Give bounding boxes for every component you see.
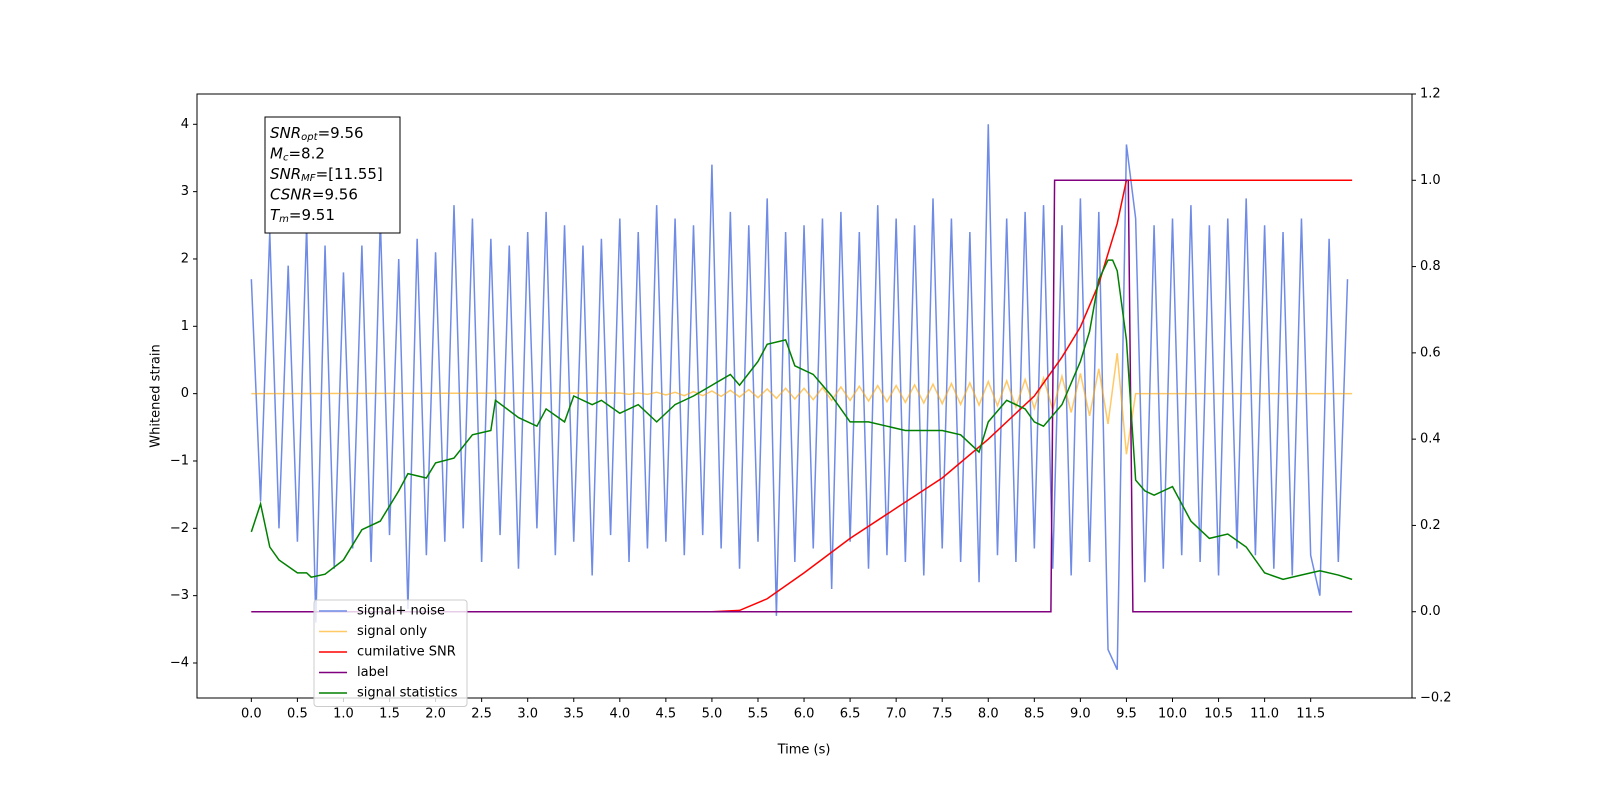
x-tick-label: 6.0 — [794, 707, 815, 722]
x-tick-label: 4.5 — [656, 707, 677, 722]
annotation-symbol: SNR — [270, 124, 301, 142]
y-tick-label: 0 — [181, 386, 189, 401]
series-line — [251, 353, 1353, 455]
legend-label: label — [357, 665, 388, 680]
x-tick-label: 1.5 — [379, 707, 400, 722]
x-tick-label: 7.0 — [886, 707, 907, 722]
legend: signal+ noise signal only cumilative SNR la… — [313, 599, 468, 707]
annotation-value: =[11.55] — [316, 165, 383, 183]
annotation-box — [264, 116, 401, 234]
y2-tick-label: 0.6 — [1420, 345, 1441, 360]
y2-tick-label: 0.4 — [1420, 432, 1441, 447]
legend-label: cumilative SNR — [357, 645, 456, 660]
annotation-subscript: MF — [301, 173, 316, 184]
y-tick-label: 4 — [181, 117, 189, 132]
y-tick-label: −1 — [170, 453, 189, 468]
x-tick-label: 9.5 — [1116, 707, 1137, 722]
y2-tick-label: −0.2 — [1420, 691, 1452, 706]
annotation-subscript: m — [279, 214, 289, 225]
y2-tick-label: 0.8 — [1420, 259, 1441, 274]
x-tick-label: 2.5 — [471, 707, 492, 722]
annotation-value: =9.56 — [312, 185, 358, 203]
annotation-line: SNRMF=[11.55] — [270, 165, 383, 185]
legend-box — [313, 599, 468, 707]
x-tick-label: 3.5 — [563, 707, 584, 722]
x-tick-label: 1.0 — [333, 707, 354, 722]
series-line — [251, 179, 1353, 613]
annotation-symbol: T — [270, 206, 281, 224]
x-tick-label: 7.5 — [932, 707, 953, 722]
x-tick-label: 6.5 — [840, 707, 861, 722]
y-tick-label: 1 — [181, 319, 189, 334]
x-tick-label: 4.0 — [609, 707, 630, 722]
x-tick-label: 10.5 — [1204, 707, 1233, 722]
x-axis-label: Time (s) — [777, 743, 831, 758]
annotation: SNRopt=9.56Mc=8.2SNRMF=[11.55]CSNR=9.56T… — [264, 116, 401, 234]
x-tick-label: 5.0 — [702, 707, 723, 722]
series-line — [250, 124, 1349, 671]
annotation-symbol: M — [270, 144, 283, 162]
x-tick-label: 0.5 — [287, 707, 308, 722]
annotation-value: =8.2 — [288, 144, 324, 162]
annotation-line: Tm=9.51 — [270, 206, 335, 226]
y-axis-label: Whitened strain — [149, 344, 164, 447]
x-tick-label: 3.0 — [517, 707, 538, 722]
annotation-value: =9.56 — [318, 124, 364, 142]
x-tick-label: 10.0 — [1158, 707, 1187, 722]
annotation-line: SNRopt=9.56 — [270, 124, 364, 144]
x-tick-label: 9.0 — [1070, 707, 1091, 722]
annotation-line: CSNR=9.56 — [270, 185, 358, 203]
y2-tick-label: 1.2 — [1420, 87, 1441, 102]
annotation-symbol: SNR — [270, 165, 301, 183]
legend-label: signal statistics — [357, 686, 458, 701]
x-tick-label: 11.5 — [1296, 707, 1325, 722]
legend-label: signal only — [357, 624, 427, 639]
annotation-value: =9.51 — [289, 206, 335, 224]
y-tick-label: −4 — [170, 655, 189, 670]
annotation-symbol: CSNR — [270, 185, 312, 203]
y2-tick-label: 0.2 — [1420, 518, 1441, 533]
annotation-line: Mc=8.2 — [270, 144, 325, 164]
y2-tick-label: 1.0 — [1420, 173, 1441, 188]
y-tick-label: −3 — [170, 588, 189, 603]
x-tick-label: 0.0 — [241, 707, 262, 722]
x-tick-label: 11.0 — [1250, 707, 1279, 722]
x-tick-label: 5.5 — [748, 707, 769, 722]
x-tick-label: 8.0 — [978, 707, 999, 722]
y2-tick-label: 0.0 — [1420, 604, 1441, 619]
x-tick-label: 2.0 — [425, 707, 446, 722]
legend-label: signal+ noise — [357, 604, 445, 619]
annotation-subscript: c — [283, 153, 289, 164]
annotation-subscript: opt — [301, 132, 318, 143]
y-tick-label: 2 — [181, 251, 189, 266]
x-tick-label: 8.5 — [1024, 707, 1045, 722]
series-line — [250, 259, 1353, 581]
y-tick-label: −2 — [170, 521, 189, 536]
y-tick-label: 3 — [181, 184, 189, 199]
series-line — [251, 179, 1353, 613]
